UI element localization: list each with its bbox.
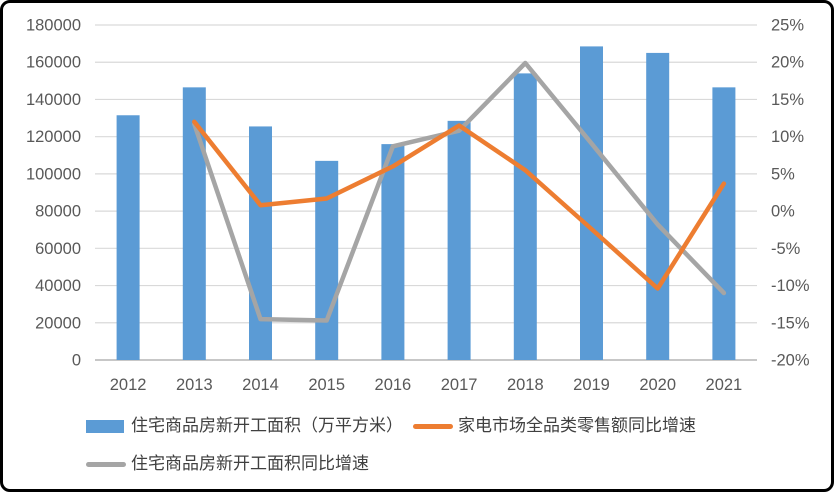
left-axis-tick-label: 120000: [26, 128, 81, 146]
legend-swatch-appliance-line: [413, 423, 453, 429]
right-axis-tick-label: 15%: [771, 91, 804, 109]
x-axis-tick-label: 2017: [441, 376, 478, 394]
legend-label-appliance-line: 家电市场全品类零售额同比增速: [458, 416, 696, 435]
x-axis-tick-label: 2012: [110, 376, 147, 394]
bar-2012: [116, 115, 140, 360]
x-axis-tick-label: 2014: [242, 376, 279, 394]
bar-2017: [447, 120, 471, 360]
x-axis-tick-label: 2013: [176, 376, 213, 394]
x-axis-tick-label: 2019: [573, 376, 610, 394]
right-axis-tick-label: -15%: [771, 314, 810, 332]
x-axis-tick-label: 2015: [308, 376, 345, 394]
left-axis-tick-label: 80000: [35, 203, 81, 221]
legend-swatch-bar-series: [86, 419, 124, 433]
left-axis-tick-label: 40000: [35, 277, 81, 295]
bar-2014: [249, 126, 272, 360]
left-axis-tick-label: 160000: [26, 54, 81, 72]
legend-row-1: 住宅商品房新开工面积（万平方米） 家电市场全品类零售额同比增速: [86, 415, 696, 437]
right-axis-tick-label: -20%: [771, 352, 810, 370]
bar-2019: [580, 46, 603, 361]
legend-swatch-housing-growth-line: [86, 461, 126, 467]
x-axis-tick-label: 2016: [375, 376, 412, 394]
left-axis-tick-label: 0: [72, 352, 81, 370]
left-axis-tick-label: 140000: [26, 91, 81, 109]
right-axis-tick-label: 5%: [771, 165, 795, 183]
right-axis-tick-label: 20%: [771, 54, 804, 72]
right-axis-tick-label: 25%: [771, 17, 804, 35]
right-axis-tick-label: 10%: [771, 128, 804, 146]
right-axis-tick-label: -5%: [771, 240, 801, 258]
left-axis-tick-label: 60000: [35, 240, 81, 258]
bar-2020: [646, 52, 670, 361]
bar-2016: [381, 144, 405, 360]
line-series: [192, 60, 727, 323]
bar-2013: [182, 87, 206, 360]
x-axis-tick-label: 2020: [639, 376, 676, 394]
left-axis-tick-label: 100000: [26, 165, 81, 183]
bar-2015: [315, 160, 339, 360]
right-axis-tick-label: -10%: [771, 277, 810, 295]
left-axis-tick-label: 180000: [26, 17, 81, 35]
bar-2021: [712, 87, 736, 360]
left-axis-tick-label: 20000: [35, 314, 81, 332]
line-series: [192, 119, 727, 291]
x-axis-tick-label: 2021: [706, 376, 743, 394]
legend-row-2: 住宅商品房新开工面积同比增速: [86, 453, 369, 475]
right-axis-tick-label: 0%: [771, 203, 795, 221]
legend-label-bar-series: 住宅商品房新开工面积（万平方米）: [131, 416, 403, 435]
bar-2018: [513, 73, 537, 360]
legend-label-housing-growth-line: 住宅商品房新开工面积同比增速: [131, 454, 369, 473]
x-axis-tick-label: 2018: [507, 376, 544, 394]
